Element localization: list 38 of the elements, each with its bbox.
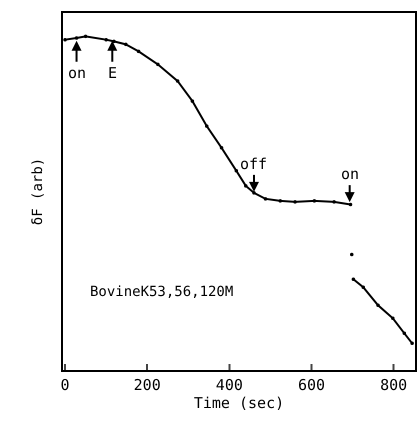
point bbox=[84, 34, 88, 38]
x-tick-label: 0 bbox=[60, 376, 70, 394]
point bbox=[244, 184, 248, 188]
x-tick-label: 200 bbox=[134, 376, 161, 394]
point bbox=[332, 200, 336, 204]
point bbox=[63, 38, 67, 42]
point bbox=[74, 36, 78, 40]
point bbox=[205, 124, 209, 128]
point bbox=[252, 191, 256, 195]
x-axis-title: Time (sec) bbox=[194, 394, 284, 412]
x-tick-label: 400 bbox=[216, 376, 243, 394]
point bbox=[348, 202, 352, 206]
point bbox=[156, 62, 160, 66]
point bbox=[176, 79, 180, 83]
point bbox=[124, 42, 128, 46]
point bbox=[391, 316, 395, 320]
point bbox=[376, 304, 380, 308]
annotation: on bbox=[68, 64, 86, 82]
annotation: on bbox=[341, 165, 360, 183]
point bbox=[136, 50, 140, 54]
point bbox=[104, 38, 108, 42]
annotation: off bbox=[240, 155, 268, 173]
point bbox=[190, 99, 194, 103]
x-tick-label: 600 bbox=[298, 376, 326, 394]
point bbox=[362, 286, 365, 290]
x-tick-label: 800 bbox=[380, 376, 408, 394]
point bbox=[352, 278, 356, 281]
annotation: BovineK53,56,120M bbox=[90, 284, 234, 300]
point bbox=[410, 342, 414, 346]
point bbox=[402, 332, 406, 336]
point bbox=[220, 146, 224, 150]
point bbox=[278, 199, 282, 203]
y-axis-title: δF (arb) bbox=[30, 158, 46, 226]
point bbox=[234, 169, 238, 173]
point bbox=[293, 200, 297, 204]
annotation: E bbox=[108, 64, 118, 82]
point bbox=[312, 199, 316, 203]
point bbox=[264, 197, 268, 201]
